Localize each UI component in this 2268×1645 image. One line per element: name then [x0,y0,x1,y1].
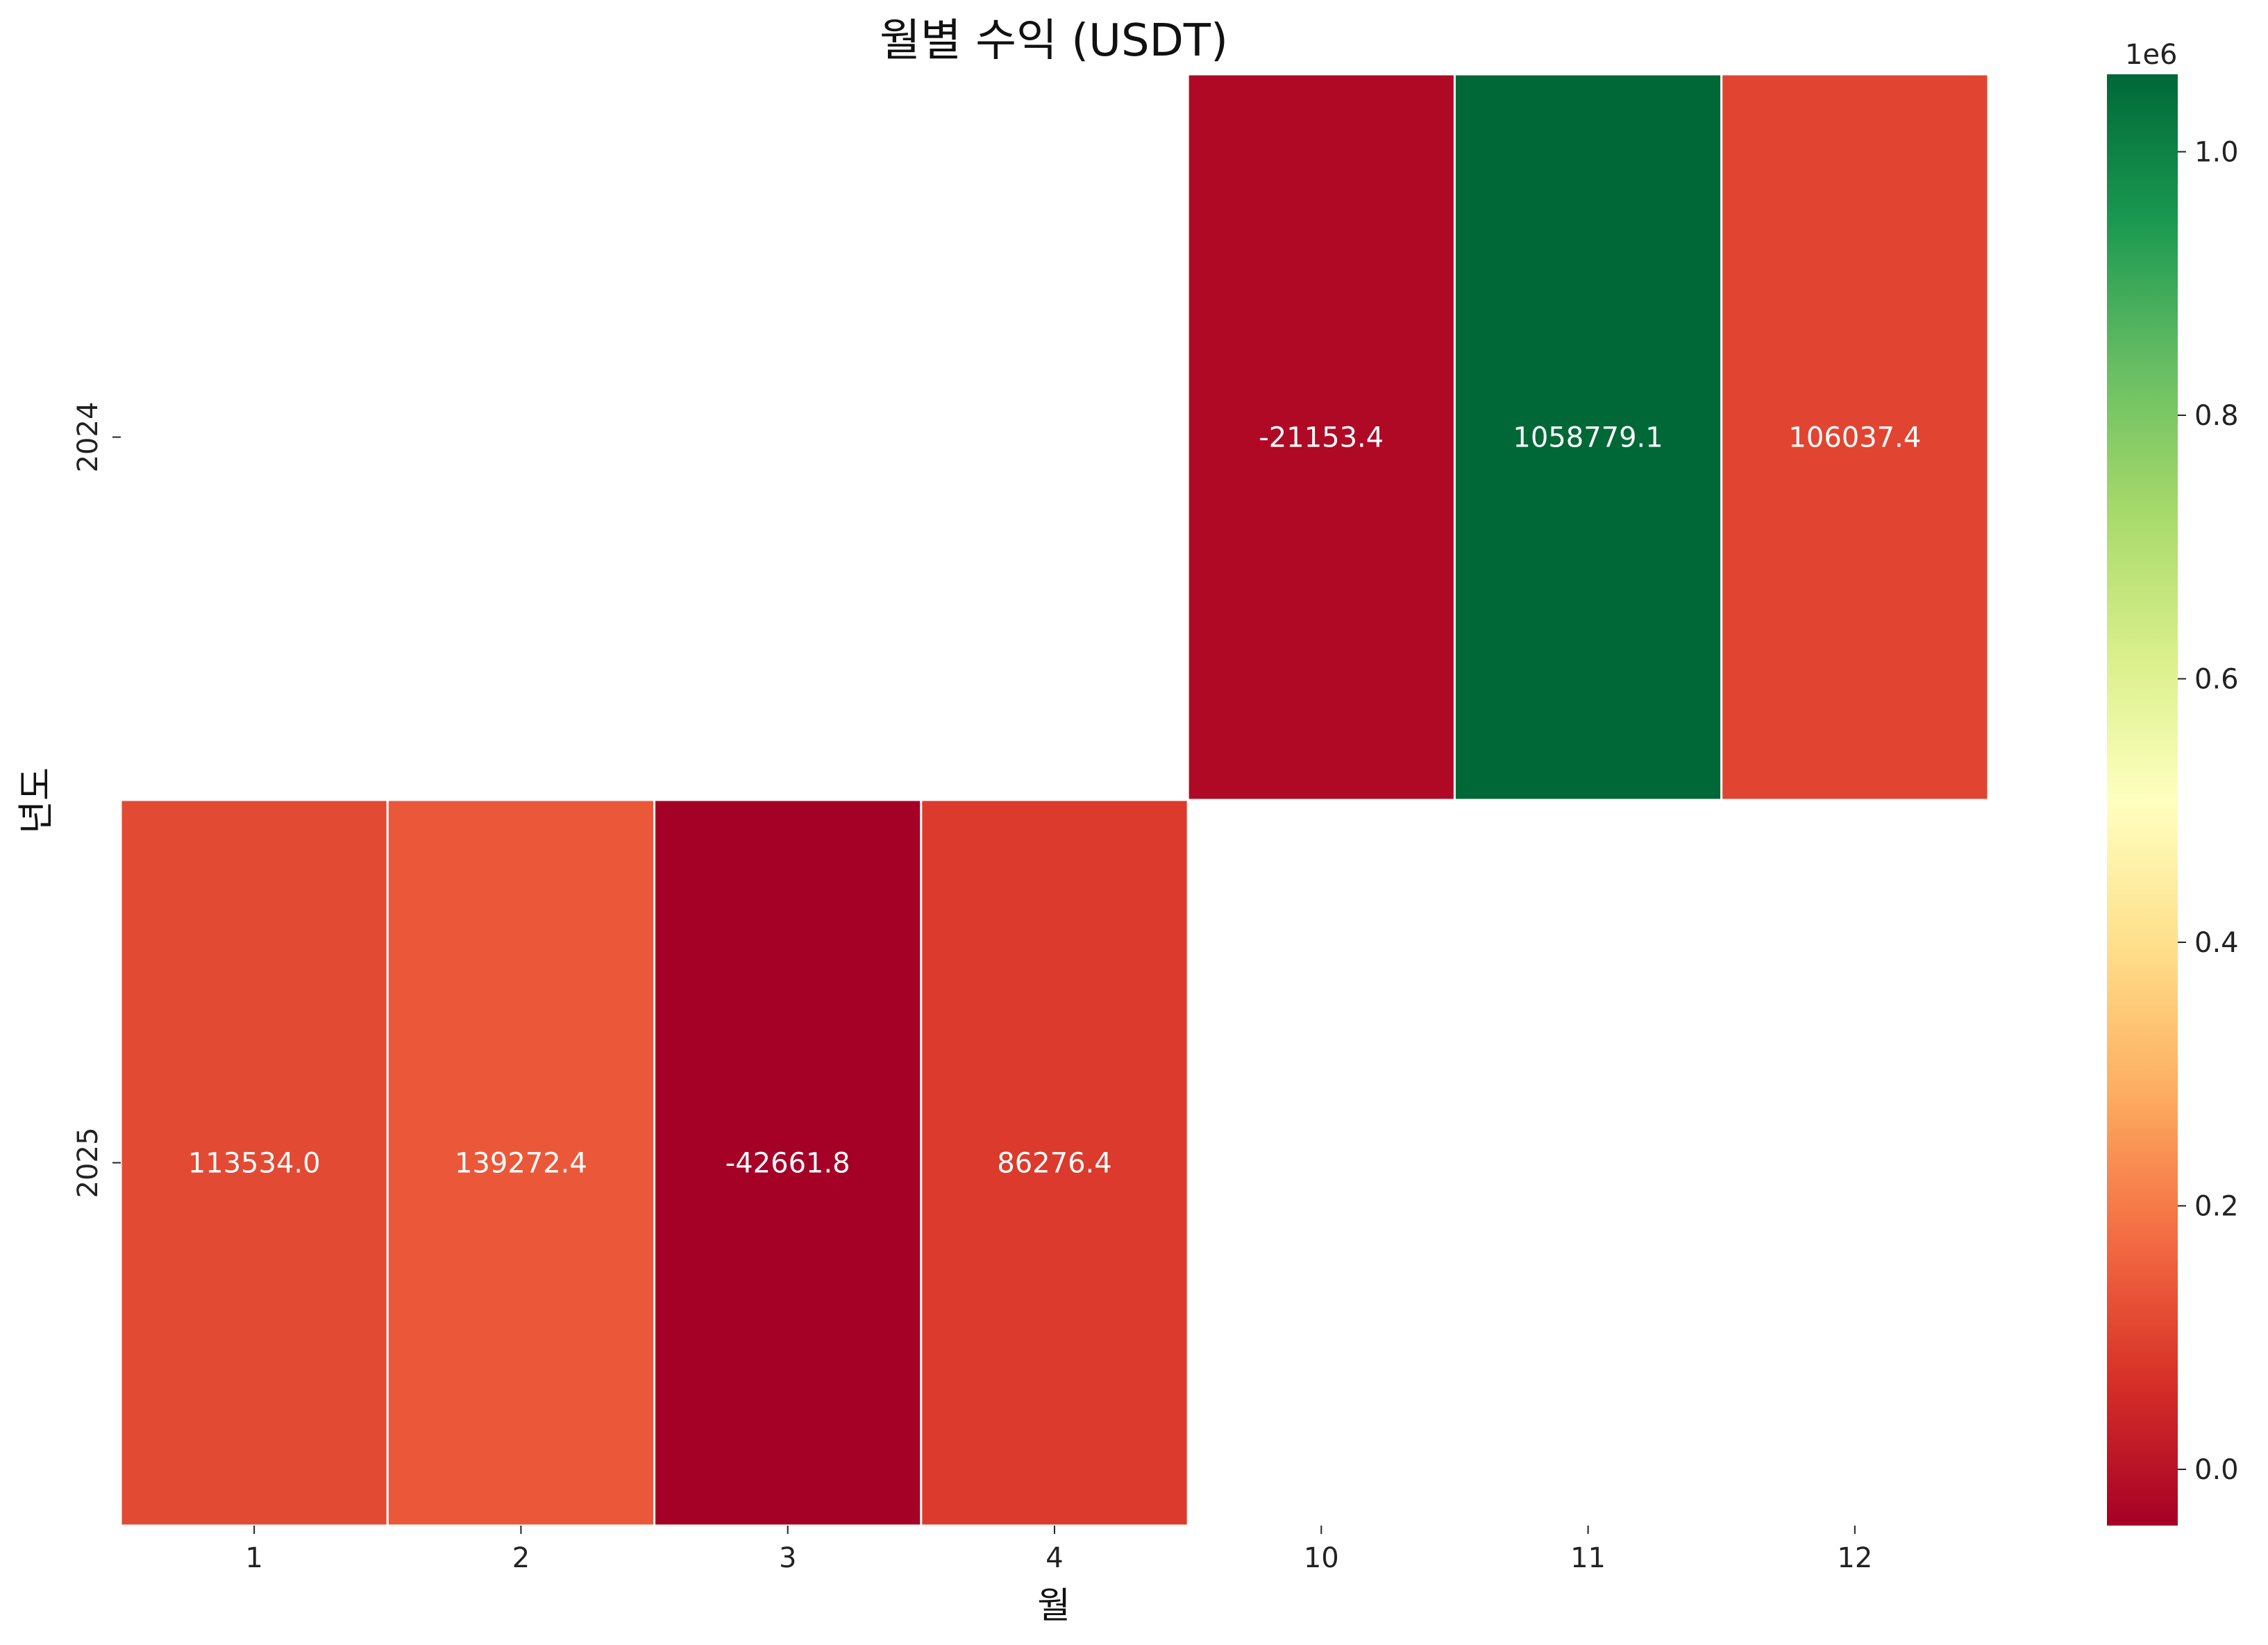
heatmap-cell [1453,73,1723,801]
chart-title: 월별 수익 (USDT) [880,15,1228,67]
x-tick-label: 10 [1304,1542,1339,1574]
x-tick-label: 3 [779,1542,796,1574]
x-tick-label: 12 [1837,1542,1872,1574]
x-axis-label: 월 [1037,1585,1070,1627]
heatmap-cell [653,799,923,1527]
colorbar-tick-label: 0.6 [2194,664,2239,696]
heatmap-cell-value: 139272.4 [455,1148,587,1180]
heatmap-cell [920,799,1189,1527]
heatmap-cell [1720,73,1990,801]
colorbar-offset-label: 1e6 [2125,39,2178,71]
x-tick-label: 4 [1045,1542,1063,1574]
y-axis-ticks: 2024 2025 [72,402,121,1199]
heatmap-cells [119,73,1990,1527]
heatmap-cell [119,799,389,1527]
heatmap-cell-value: -21153.4 [1259,422,1384,454]
colorbar-tick-label: 0.8 [2194,400,2239,432]
colorbar-tick-label: 0.4 [2194,927,2239,959]
x-axis-ticks: 1 2 3 4 10 11 12 [245,1526,1872,1574]
x-tick-label: 11 [1570,1542,1606,1574]
heatmap-cell-value: 106037.4 [1788,422,1921,454]
heatmap-cell-labels: -21153.4 1058779.1 106037.4 113534.0 139272.… [188,422,1922,1180]
y-tick-label: 2024 [72,402,104,473]
heatmap-cell-value: 113534.0 [188,1148,321,1180]
colorbar-tick-label: 0.2 [2194,1191,2239,1223]
y-tick-label: 2025 [72,1128,104,1199]
heatmap-cell-value: -42661.8 [725,1148,850,1180]
y-axis-label: 년도 [16,767,58,834]
colorbar [2107,74,2178,1526]
colorbar-tick-label: 1.0 [2194,137,2239,169]
heatmap-cell [1186,73,1456,801]
heatmap-cell-value: 1058779.1 [1513,422,1663,454]
x-tick-label: 2 [512,1542,530,1574]
heatmap-cell [386,799,656,1527]
colorbar-ticks: 0.0 0.2 0.4 0.6 0.8 1.0 [2178,137,2239,1486]
heatmap-cell-value: 86276.4 [997,1148,1111,1180]
x-tick-label: 1 [245,1542,262,1574]
colorbar-tick-label: 0.0 [2194,1454,2239,1486]
